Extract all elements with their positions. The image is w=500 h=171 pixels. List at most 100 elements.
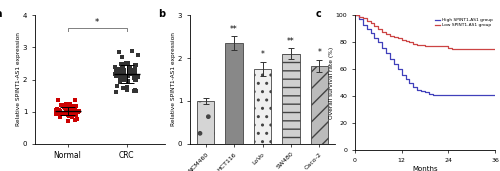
Point (72, 108, 80, 111)
Point (124, 62, 132, 64)
Text: c: c (316, 9, 322, 19)
Point (120, 74, 128, 76)
Point (71, 119, 79, 121)
Point (130, 69, 138, 72)
Point (55, 109, 63, 112)
Point (112, 75, 120, 78)
Point (69, 107, 77, 110)
Bar (226, 43, 243, 144)
Point (70, 112, 78, 115)
Bar (282, 54, 300, 144)
Point (120, 73, 128, 76)
Point (122, 62, 130, 64)
Point (56, 110, 64, 113)
Point (131, 63, 139, 66)
Point (65, 110, 73, 113)
Y-axis label: Relative SPINT1-AS1 expression: Relative SPINT1-AS1 expression (172, 33, 176, 126)
Point (118, 78, 126, 81)
Point (128, 50, 136, 52)
Text: **: ** (287, 37, 295, 46)
Point (112, 91, 120, 94)
Point (66, 112, 74, 115)
Point (124, 89, 132, 92)
Point (118, 65, 126, 68)
Point (65, 105, 73, 108)
X-axis label: Months: Months (412, 166, 438, 171)
Point (132, 64, 140, 67)
Point (58, 111, 66, 114)
Point (123, 74, 131, 77)
Point (124, 75, 132, 77)
Point (72, 114, 80, 116)
Point (74, 118, 82, 120)
Point (117, 70, 125, 73)
Point (62, 113, 70, 116)
Point (74, 110, 82, 113)
Bar (254, 69, 272, 144)
Point (70, 110, 78, 112)
Point (70, 111, 78, 114)
Point (62, 103, 70, 106)
Point (130, 75, 138, 78)
Text: *: * (318, 48, 322, 57)
Point (72, 111, 80, 114)
Point (52, 107, 60, 110)
Point (116, 76, 124, 79)
Point (130, 89, 138, 92)
Point (132, 79, 140, 82)
Point (112, 74, 120, 77)
Point (118, 76, 126, 79)
Text: **: ** (230, 25, 238, 34)
Point (120, 76, 128, 79)
Text: a: a (0, 9, 2, 19)
Point (130, 73, 138, 76)
Point (130, 71, 138, 73)
Point (52, 109, 60, 112)
Point (126, 73, 134, 75)
Point (130, 78, 138, 81)
Point (118, 56, 126, 59)
Point (131, 88, 139, 91)
Point (116, 81, 124, 84)
Point (52, 113, 60, 115)
Point (66, 107, 74, 110)
Point (64, 109, 72, 111)
Point (119, 62, 127, 65)
Point (56, 109, 64, 112)
Point (116, 70, 124, 73)
Point (66, 115, 74, 117)
Point (112, 68, 120, 71)
Point (114, 70, 122, 72)
Point (126, 66, 134, 69)
Point (112, 65, 120, 68)
Point (65, 107, 73, 110)
Text: *: * (260, 50, 264, 59)
Point (123, 85, 131, 88)
Point (54, 109, 62, 112)
Point (72, 104, 80, 107)
Point (52, 111, 60, 114)
Point (130, 72, 138, 75)
Point (70, 99, 78, 101)
Point (120, 79, 128, 82)
Point (114, 68, 122, 70)
Point (117, 63, 125, 66)
Point (56, 115, 64, 118)
Point (120, 86, 128, 89)
Point (56, 110, 64, 113)
Point (119, 64, 127, 67)
Point (75, 110, 83, 112)
Point (68, 116, 76, 118)
Point (62, 109, 70, 112)
Point (126, 69, 134, 72)
Point (56, 111, 64, 114)
Point (61, 104, 69, 107)
Point (130, 76, 138, 79)
Bar (197, 101, 214, 144)
Point (70, 114, 78, 117)
Point (64, 120, 72, 122)
Point (64, 114, 72, 116)
Point (113, 84, 121, 87)
Point (130, 69, 138, 72)
Point (54, 110, 62, 112)
